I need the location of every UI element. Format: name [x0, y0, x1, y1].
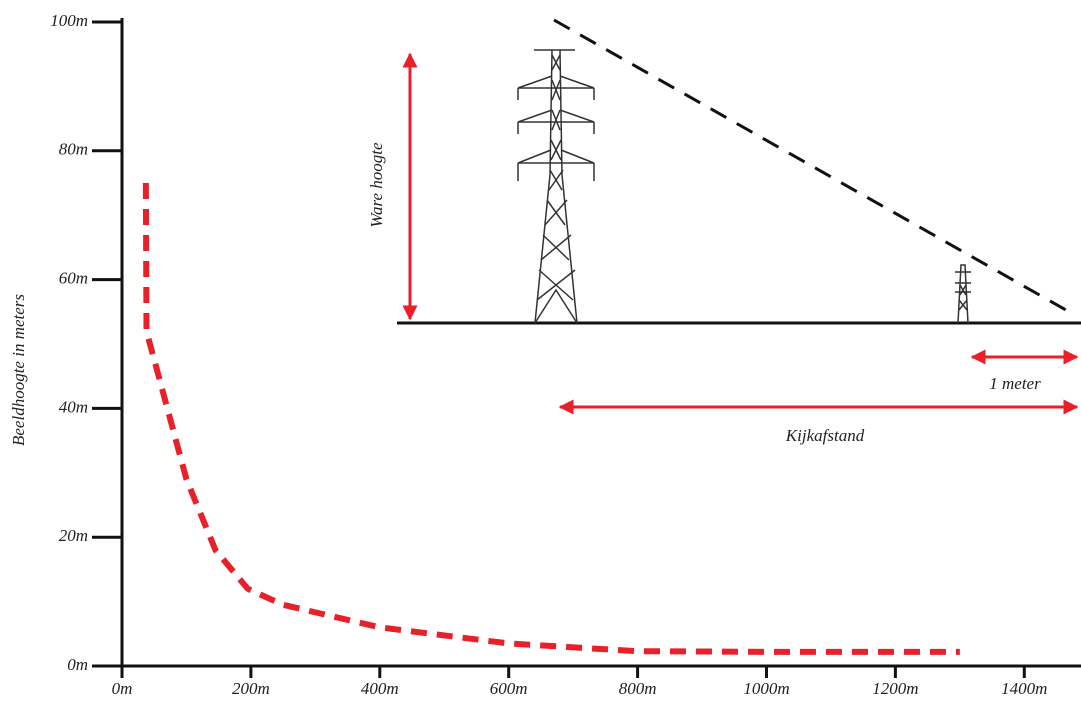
y-tick-label: 0m [67, 655, 88, 674]
x-tick-label: 200m [232, 679, 270, 698]
big-pylon [518, 50, 594, 323]
x-tick-label: 600m [490, 679, 528, 698]
illustration: Ware hoogte 1 meter Kijkafstand [367, 20, 1081, 445]
y-tick-label: 80m [59, 140, 88, 159]
y-tick-label: 60m [59, 269, 88, 288]
chart: Ware hoogte 1 meter Kijkafstand Beeldhoo… [0, 0, 1081, 722]
annotation: Ware hoogte [367, 142, 386, 228]
y-tick-label: 40m [59, 397, 88, 416]
annotation: Kijkafstand [785, 426, 865, 445]
x-tick-label: 0m [112, 679, 133, 698]
y-axis-title: Beeldhoogte in meters [9, 294, 28, 446]
x-tick-label: 1000m [743, 679, 789, 698]
small-pylon [955, 265, 971, 323]
x-tick-label: 1400m [1001, 679, 1047, 698]
y-tick-label: 20m [59, 526, 88, 545]
annotation: 1 meter [989, 374, 1041, 393]
data-line [146, 183, 960, 652]
sight-line [554, 20, 1066, 310]
x-tick-label: 400m [361, 679, 399, 698]
y-tick-label: 100m [50, 11, 88, 30]
x-tick-label: 1200m [872, 679, 918, 698]
x-tick-label: 800m [619, 679, 657, 698]
